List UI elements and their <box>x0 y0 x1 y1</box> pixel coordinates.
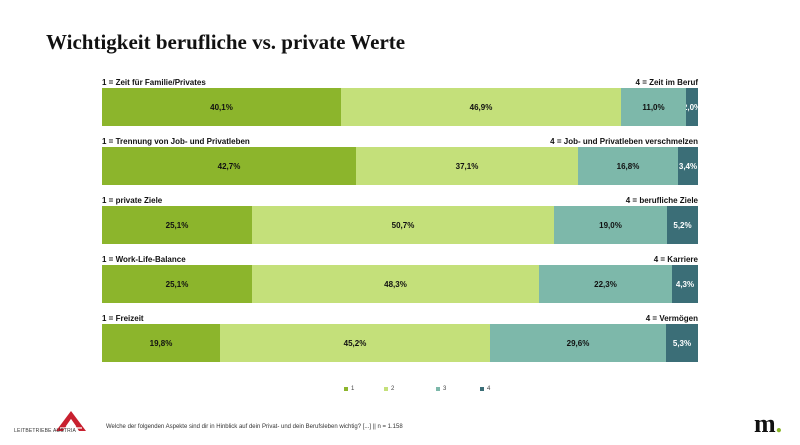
brand-logo-letter: m <box>754 409 776 438</box>
chart-legend: 1 2 3 4 <box>0 386 800 398</box>
legend-swatch <box>384 387 388 391</box>
legend-label: 2 <box>391 386 395 392</box>
legend-item: 1 <box>344 386 354 392</box>
leitbetriebe-logo-icon <box>56 411 86 431</box>
legend-swatch <box>436 387 440 391</box>
bar-segment-1: 19,8% <box>102 324 220 362</box>
row-right-label: 4 = Job- und Privatleben verschmelzen <box>550 137 698 146</box>
bar-value-label: 29,6% <box>566 338 590 348</box>
legend-item: 3 <box>436 386 446 392</box>
bar-value-label: 2,0% <box>686 102 698 112</box>
legend-swatch <box>480 387 484 391</box>
bar-value-label: 22,3% <box>594 279 617 289</box>
bar-segment-2: 50,7% <box>252 206 554 244</box>
bar-segment-1: 25,1% <box>102 206 252 244</box>
legend-label: 3 <box>443 386 447 392</box>
bar-segment-3: 11,0% <box>621 88 686 126</box>
bar-value-label: 19,8% <box>149 338 173 348</box>
bar-value-label: 37,1% <box>455 161 479 171</box>
bar-segment-3: 22,3% <box>539 265 672 303</box>
bar-value-label: 48,3% <box>384 279 407 289</box>
page-title: Wichtigkeit berufliche vs. private Werte <box>46 30 406 54</box>
bar-value-label: 40,1% <box>210 102 233 112</box>
bar-value-label: 19,0% <box>599 220 622 230</box>
bar-value-label: 5,3% <box>672 338 692 348</box>
bar-value-label: 16,8% <box>616 161 640 171</box>
legend-swatch <box>344 387 348 391</box>
bar-segment-4: 5,2% <box>667 206 698 244</box>
bar-segment-3: 19,0% <box>554 206 667 244</box>
bar-value-label: 5,2% <box>673 220 692 230</box>
bar-value-label: 11,0% <box>642 102 665 112</box>
bar-segment-1: 40,1% <box>102 88 341 126</box>
bar-value-label: 45,2% <box>343 338 367 348</box>
bar-value-label: 25,1% <box>165 220 189 230</box>
bar-segment-2: 45,2% <box>220 324 490 362</box>
bar-row: 25,1% 50,7% 19,0% 5,2% <box>102 206 698 244</box>
bar-segment-4: 3,4% <box>678 147 698 185</box>
bar-row: 25,1% 48,3% 22,3% 4,3% <box>102 265 698 303</box>
bar-value-label: 46,9% <box>469 102 493 112</box>
bar-segment-2: 48,3% <box>252 265 539 303</box>
bar-segment-1: 25,1% <box>102 265 252 303</box>
bar-value-label: 50,7% <box>391 220 415 230</box>
bar-segment-2: 46,9% <box>341 88 621 126</box>
row-left-label: 1 = Freizeit <box>102 314 144 323</box>
bar-segment-4: 2,0% <box>686 88 698 126</box>
bar-row: 42,7% 37,1% 16,8% 3,4% <box>102 147 698 185</box>
legend-label: 1 <box>351 386 355 392</box>
leitbetriebe-logo: LEITBETRIEBE AUSTRIA <box>14 410 104 440</box>
footnote: Welche der folgenden Aspekte sind dir in… <box>106 424 403 430</box>
row-left-label: 1 = Trennung von Job- und Privatleben <box>102 137 250 146</box>
bar-value-label: 3,4% <box>678 161 698 171</box>
leitbetriebe-logo-text: LEITBETRIEBE AUSTRIA <box>14 428 77 434</box>
bar-segment-4: 5,3% <box>666 324 698 362</box>
bar-row: 40,1% 46,9% 11,0% 2,0% <box>102 88 698 126</box>
brand-logo: m. <box>754 411 782 437</box>
bar-segment-1: 42,7% <box>102 147 356 185</box>
bar-segment-4: 4,3% <box>672 265 698 303</box>
bar-segment-3: 29,6% <box>490 324 666 362</box>
row-left-label: 1 = Work-Life-Balance <box>102 255 186 264</box>
bar-segment-3: 16,8% <box>578 147 678 185</box>
row-left-label: 1 = Zeit für Familie/Privates <box>102 78 206 87</box>
brand-logo-dot: . <box>775 409 783 438</box>
bar-value-label: 42,7% <box>217 161 241 171</box>
legend-label: 4 <box>487 386 491 392</box>
row-right-label: 4 = Zeit im Beruf <box>635 78 698 87</box>
legend-item: 2 <box>384 386 394 392</box>
bar-value-label: 4,3% <box>675 279 695 289</box>
bar-segment-2: 37,1% <box>356 147 578 185</box>
legend-item: 4 <box>480 386 490 392</box>
row-right-label: 4 = berufliche Ziele <box>625 196 698 205</box>
bar-row: 19,8% 45,2% 29,6% 5,3% <box>102 324 698 362</box>
bar-value-label: 25,1% <box>165 279 189 289</box>
row-right-label: 4 = Vermögen <box>645 314 698 323</box>
row-left-label: 1 = private Ziele <box>102 196 163 205</box>
row-right-label: 4 = Karriere <box>653 255 698 264</box>
